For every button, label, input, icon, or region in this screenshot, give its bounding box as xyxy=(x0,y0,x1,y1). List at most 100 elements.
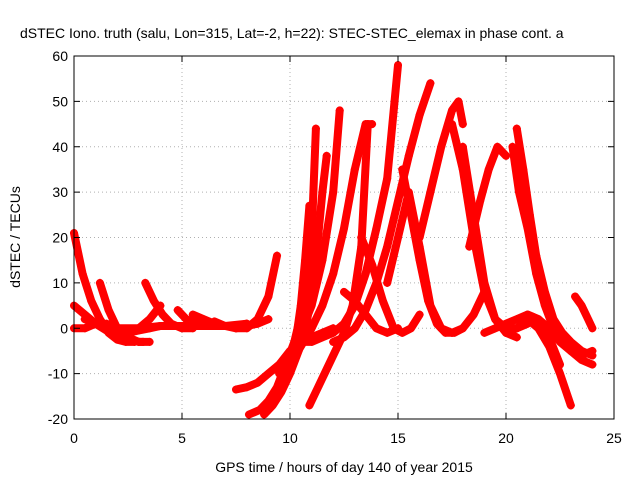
data-point xyxy=(368,260,377,269)
data-point xyxy=(458,324,467,333)
y-tick-label: 10 xyxy=(52,275,68,291)
data-point xyxy=(389,324,398,333)
data-point xyxy=(178,324,186,333)
data-point xyxy=(311,124,320,133)
data-point xyxy=(331,346,340,355)
data-point xyxy=(329,328,338,337)
data-point xyxy=(545,333,554,342)
series-5 xyxy=(102,301,165,337)
data-point xyxy=(519,165,528,174)
data-point xyxy=(441,328,450,337)
data-point xyxy=(296,328,305,337)
data-point xyxy=(273,251,282,260)
series-21 xyxy=(357,233,424,337)
series-17 xyxy=(275,120,377,387)
data-point xyxy=(268,401,277,410)
series-33 xyxy=(571,292,597,333)
data-point xyxy=(450,328,459,337)
data-point xyxy=(264,315,273,324)
data-point xyxy=(383,174,392,183)
data-point xyxy=(329,337,338,346)
data-point xyxy=(232,324,240,333)
data-point xyxy=(558,328,567,337)
data-point xyxy=(350,324,359,333)
data-point xyxy=(476,197,485,206)
data-point xyxy=(145,337,154,346)
data-point xyxy=(244,410,253,419)
data-point xyxy=(145,315,154,324)
series-27 xyxy=(465,142,510,251)
x-tick-label: 15 xyxy=(390,430,406,446)
data-point xyxy=(156,321,165,330)
data-point xyxy=(210,317,219,326)
data-point xyxy=(508,142,517,151)
y-tick-label: 60 xyxy=(52,48,68,64)
data-point xyxy=(415,110,424,119)
y-tick-label: 50 xyxy=(52,93,68,109)
x-axis-label: GPS time / hours of day 140 of year 2015 xyxy=(215,459,473,475)
data-point xyxy=(432,319,441,328)
data-point xyxy=(368,120,377,129)
data-point xyxy=(255,405,264,414)
data-point xyxy=(465,242,474,251)
data-point xyxy=(87,297,96,306)
data-point xyxy=(514,188,523,197)
data-point xyxy=(556,369,564,378)
data-point xyxy=(322,365,331,374)
data-point xyxy=(394,197,402,206)
data-point xyxy=(454,97,463,106)
data-point xyxy=(502,328,510,337)
data-point xyxy=(264,292,273,301)
data-point xyxy=(305,401,314,410)
data-point xyxy=(329,269,338,278)
data-point xyxy=(340,224,348,233)
x-tick-label: 0 xyxy=(70,430,78,446)
y-tick-label: 20 xyxy=(52,230,68,246)
data-point xyxy=(398,165,407,174)
data-point xyxy=(221,321,230,330)
data-point xyxy=(540,287,549,296)
data-point xyxy=(314,383,323,392)
data-point xyxy=(322,151,331,160)
data-point xyxy=(577,346,586,355)
data-point xyxy=(318,333,327,342)
series-20 xyxy=(340,287,402,337)
y-tick-label: -20 xyxy=(48,411,68,427)
data-point xyxy=(296,337,305,346)
data-point xyxy=(350,297,359,306)
data-point xyxy=(335,106,344,115)
data-point xyxy=(264,369,273,378)
data-point xyxy=(493,142,502,151)
data-point xyxy=(458,120,467,129)
data-point xyxy=(277,387,286,396)
data-point xyxy=(242,324,251,333)
data-point xyxy=(182,315,191,324)
data-point xyxy=(91,319,100,328)
data-point xyxy=(113,324,122,333)
data-point xyxy=(340,319,348,328)
data-point xyxy=(158,310,167,319)
data-point xyxy=(491,324,500,333)
series-line xyxy=(398,165,489,337)
data-point xyxy=(512,124,521,133)
data-point xyxy=(350,165,359,174)
data-point xyxy=(340,287,348,296)
series-line xyxy=(523,310,564,369)
series-line xyxy=(329,79,435,346)
data-point xyxy=(584,315,593,324)
data-point xyxy=(318,188,327,197)
data-point xyxy=(307,324,316,333)
data-point xyxy=(95,278,104,287)
data-point xyxy=(426,79,435,88)
data-point xyxy=(415,310,424,319)
data-point xyxy=(305,201,314,210)
x-tick-label: 10 xyxy=(282,430,298,446)
data-point xyxy=(242,383,251,392)
data-point xyxy=(199,315,208,324)
x-tick-label: 25 xyxy=(606,430,622,446)
data-point xyxy=(588,351,597,360)
data-point xyxy=(361,269,370,278)
data-point xyxy=(124,328,132,337)
data-point xyxy=(253,315,262,324)
data-point xyxy=(502,151,510,160)
